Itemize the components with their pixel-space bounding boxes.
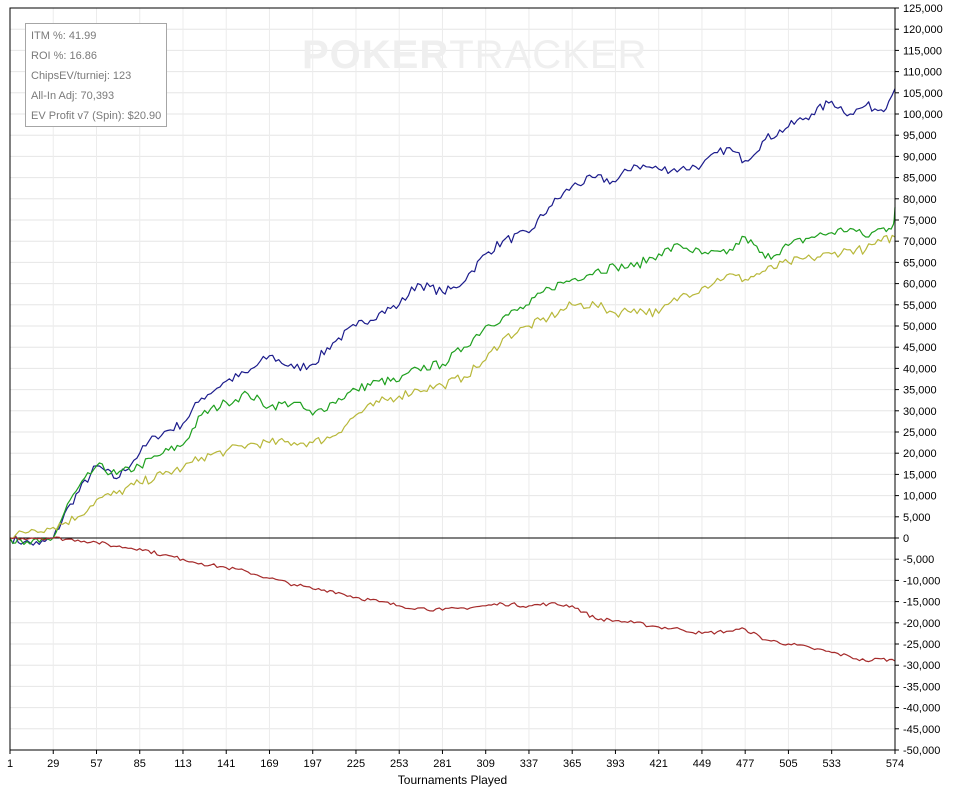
series-line-2 <box>9 234 896 539</box>
y-tick-label: 10,000 <box>903 491 937 503</box>
series-line-0 <box>9 88 896 546</box>
x-tick-label: 253 <box>390 758 408 770</box>
x-tick-label: 505 <box>779 758 797 770</box>
y-axis: 125,000 120,000 115,000 110,000 105,000 100,0… <box>895 3 943 757</box>
y-tick-label: 40,000 <box>903 363 937 375</box>
y-tick-label: 120,000 <box>903 24 943 36</box>
x-tick-label: 113 <box>174 758 192 770</box>
stat-roi: ROI %: 16.86 <box>31 50 98 62</box>
y-tick-label: -45,000 <box>903 724 940 736</box>
y-tick-label: 80,000 <box>903 194 937 206</box>
x-tick-label: 533 <box>822 758 840 770</box>
watermark-poker-text: POKER <box>302 33 450 77</box>
y-tick-label: 0 <box>903 533 909 545</box>
x-axis-title: Tournaments Played <box>398 773 507 787</box>
x-tick-label: 85 <box>134 758 146 770</box>
y-tick-label: -15,000 <box>903 597 940 609</box>
y-tick-label: 65,000 <box>903 257 937 269</box>
stats-legend-box: ITM %: 41.99 ROI %: 16.86 ChipsEV/turnie… <box>25 23 167 127</box>
y-tick-label: 75,000 <box>903 215 937 227</box>
x-tick-label: 574 <box>886 758 904 770</box>
stat-ev-profit: EV Profit v7 (Spin): $20.90 <box>31 110 162 122</box>
x-tick-label: 309 <box>477 758 495 770</box>
x-tick-label: 29 <box>47 758 59 770</box>
y-tick-label: -30,000 <box>903 660 940 672</box>
x-tick-label: 477 <box>736 758 754 770</box>
y-tick-label: -35,000 <box>903 681 940 693</box>
y-tick-label: 125,000 <box>903 3 943 15</box>
y-tick-label: 60,000 <box>903 279 937 291</box>
x-tick-label: 365 <box>563 758 581 770</box>
x-tick-label: 1 <box>7 758 13 770</box>
x-tick-label: 197 <box>304 758 322 770</box>
x-tick-label: 169 <box>260 758 278 770</box>
y-tick-label: 115,000 <box>903 45 942 57</box>
y-tick-label: 85,000 <box>903 173 937 185</box>
y-tick-label: -20,000 <box>903 618 940 630</box>
x-tick-label: 449 <box>693 758 711 770</box>
x-tick-label: 393 <box>606 758 624 770</box>
stat-itm: ITM %: 41.99 <box>31 30 97 42</box>
plot-area-frame <box>9 7 896 751</box>
y-tick-label: 55,000 <box>903 300 937 312</box>
y-tick-label: -50,000 <box>903 745 940 757</box>
x-tick-label: 281 <box>433 758 451 770</box>
x-tick-label: 421 <box>650 758 668 770</box>
y-tick-label: -5,000 <box>903 554 934 566</box>
x-tick-label: 337 <box>520 758 538 770</box>
y-tick-label: -25,000 <box>903 639 940 651</box>
x-axis: 1 29 57 85 113 141 169 197 225 253 281 309 337 365 393… <box>7 750 904 770</box>
y-tick-label: -10,000 <box>903 575 940 587</box>
pokertracker-watermark-logo: POKERTRACKER <box>302 33 647 78</box>
watermark-tracker-text: TRACKER <box>449 33 648 77</box>
y-tick-label: 30,000 <box>903 406 937 418</box>
y-tick-label: 25,000 <box>903 427 937 439</box>
y-tick-label: 20,000 <box>903 448 937 460</box>
y-tick-label: 90,000 <box>903 151 937 163</box>
y-tick-label: 70,000 <box>903 236 937 248</box>
y-tick-label: 5,000 <box>903 512 931 524</box>
x-tick-label: 57 <box>90 758 102 770</box>
y-tick-label: 100,000 <box>903 109 943 121</box>
series-line-3 <box>9 536 896 663</box>
y-tick-label: -40,000 <box>903 703 940 715</box>
y-tick-label: 110,000 <box>903 67 942 79</box>
y-tick-label: 95,000 <box>903 130 937 142</box>
x-tick-label: 141 <box>217 758 235 770</box>
y-tick-label: 35,000 <box>903 385 937 397</box>
stat-chips-ev: ChipsEV/turniej: 123 <box>31 70 132 82</box>
series-line-1 <box>9 207 896 546</box>
series-lines <box>9 88 896 663</box>
y-tick-label: 105,000 <box>903 88 943 100</box>
x-tick-label: 225 <box>347 758 365 770</box>
y-tick-label: 15,000 <box>903 469 937 481</box>
stat-all-in-adj: All-In Adj: 70,393 <box>31 90 115 102</box>
y-tick-label: 50,000 <box>903 321 937 333</box>
y-tick-label: 45,000 <box>903 342 937 354</box>
